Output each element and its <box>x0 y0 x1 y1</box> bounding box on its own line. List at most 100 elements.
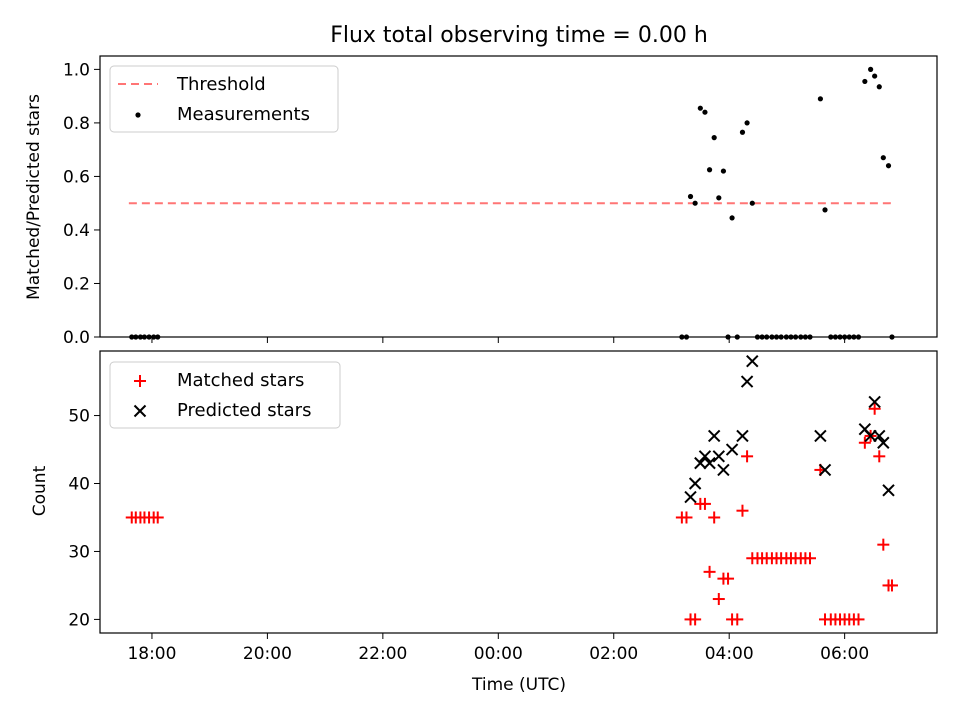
predicted-star-point <box>684 490 697 504</box>
predicted-star-point-b <box>717 463 730 477</box>
measurement-point <box>885 163 892 169</box>
measurement-point <box>822 207 828 213</box>
predicted-star-point <box>698 450 712 463</box>
bottom-y-axis-label: Count <box>30 465 50 516</box>
matched-star-point <box>873 450 886 463</box>
matched-star-point <box>877 538 890 551</box>
predicted-star-point-b <box>740 375 754 388</box>
predicted-star-point-b <box>707 429 721 443</box>
measurement-point <box>868 66 874 72</box>
x-tick-label: 22:00 <box>358 644 407 664</box>
matched-star-point <box>804 552 817 565</box>
predicted-star-point <box>688 477 702 490</box>
predicted-star-point-b <box>725 443 739 456</box>
matched-star-point <box>708 511 721 524</box>
top-plot-ratio: 0.0 0.2 0.4 0.6 0.8 1.0 Threshold Measurements <box>63 55 938 348</box>
predicted-star-point <box>725 443 739 456</box>
top-y-tick-label: 1.0 <box>63 60 90 80</box>
top-legend: Threshold Measurements <box>109 65 339 133</box>
predicted-star-point-b <box>868 395 881 409</box>
predicted-star-point <box>873 429 886 443</box>
matched-star-point <box>741 450 754 463</box>
predicted-star-point-b <box>746 354 759 368</box>
top-y-tick-label: 0.4 <box>63 221 90 241</box>
measurement-point <box>739 129 746 135</box>
predicted-star-point <box>877 436 890 449</box>
predicted-star-point <box>717 463 730 477</box>
top-y-axis-label: Matched/Predicted stars <box>24 94 44 300</box>
x-tick-label: 06:00 <box>820 644 869 664</box>
measurement-point <box>697 105 703 111</box>
legend-threshold-label: Threshold <box>176 74 266 95</box>
bottom-y-tick-label: 30 <box>68 542 90 562</box>
predicted-star-point-b <box>688 477 702 490</box>
x-tick-label: 18:00 <box>127 644 176 664</box>
x-tick-label: 02:00 <box>589 644 638 664</box>
predicted-star-point-b <box>684 490 697 504</box>
bottom-axes-frame <box>99 350 938 634</box>
x-tick-label: 04:00 <box>705 644 754 664</box>
bottom-plot-counts: 20 30 40 50 18:00 20:00 22:00 00:00 02:00 04:00 06… <box>68 350 938 664</box>
matched-star-point <box>722 572 735 585</box>
matched-star-point <box>731 613 744 626</box>
bottom-y-tick-label: 40 <box>68 475 90 495</box>
measurement-point <box>880 155 886 161</box>
predicted-star-point <box>882 484 895 497</box>
measurement-point <box>716 195 722 201</box>
measurement-point <box>702 109 708 115</box>
predicted-star-point-b <box>858 422 872 436</box>
predicted-star-point <box>707 429 721 443</box>
measurement-point <box>817 96 823 102</box>
measurement-point <box>744 120 750 126</box>
predicted-star-point-b <box>818 463 832 477</box>
x-axis-label: Time (UTC) <box>471 675 566 695</box>
legend-predicted-swatch <box>133 404 147 418</box>
matched-star-point <box>689 613 702 626</box>
matched-star-point <box>151 511 164 524</box>
predicted-star-point <box>736 429 749 443</box>
top-y-tick-label: 0.0 <box>63 328 90 348</box>
x-tick-label: 20:00 <box>243 644 292 664</box>
measurement-point <box>872 73 878 79</box>
legend-matched-swatch <box>134 375 146 387</box>
matched-star-point <box>885 579 898 592</box>
matched-star-point <box>852 613 865 626</box>
measurement-point <box>720 168 727 174</box>
predicted-star-point <box>740 375 754 388</box>
predicted-star-point-b <box>877 436 890 449</box>
predicted-star-point-b <box>698 450 712 463</box>
predicted-star-point <box>868 395 881 409</box>
bottom-y-tick-label: 20 <box>68 610 90 630</box>
top-y-tick-label: 0.6 <box>63 167 90 187</box>
measurement-point <box>687 193 694 200</box>
predicted-star-point-b <box>736 429 749 443</box>
predicted-star-point-b <box>694 456 707 470</box>
predicted-star-point-b <box>814 429 827 443</box>
top-legend-box <box>109 65 339 133</box>
measurement-point <box>749 200 755 206</box>
measurement-point <box>862 78 868 85</box>
matched-star-point <box>736 504 749 517</box>
chart-title: Flux total observing time = 0.00 h <box>330 23 708 48</box>
x-tick-label: 00:00 <box>474 644 523 664</box>
top-y-tick-label: 0.2 <box>63 274 90 294</box>
top-y-tick-label: 0.8 <box>63 114 90 134</box>
bottom-y-tick-label: 50 <box>68 407 90 427</box>
predicted-star-point <box>814 429 827 443</box>
predicted-star-point-b <box>873 429 886 443</box>
predicted-star-point <box>818 463 832 477</box>
matched-star-point <box>680 511 693 524</box>
measurement-point <box>692 200 698 206</box>
bottom-legend-box <box>109 361 341 429</box>
top-axes-frame <box>99 55 938 338</box>
matched-star-point <box>858 436 871 449</box>
predicted-star-point-b <box>712 450 726 463</box>
predicted-star-point <box>703 456 716 470</box>
bottom-legend: Matched stars Predicted stars <box>109 361 341 429</box>
predicted-star-point-b <box>703 456 716 470</box>
predicted-star-point <box>694 456 707 470</box>
measurement-point <box>711 135 717 141</box>
matched-star-point <box>698 497 711 510</box>
legend-matched-label: Matched stars <box>177 370 304 391</box>
